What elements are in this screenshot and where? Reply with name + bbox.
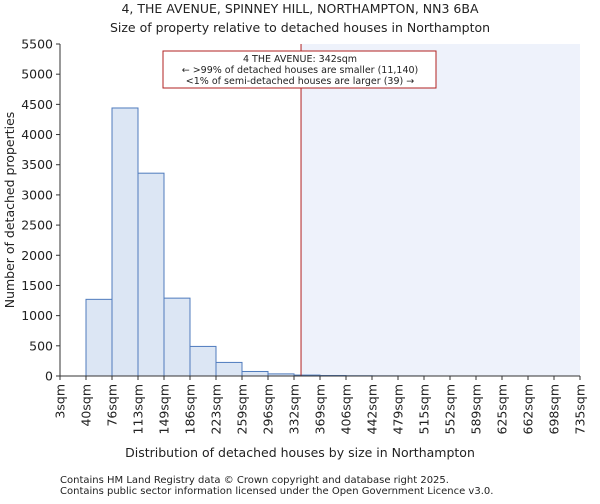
y-tick-label-2000: 2000	[21, 248, 53, 263]
y-tick-label-1000: 1000	[21, 308, 53, 323]
annotation-line-3: <1% of semi-detached houses are larger (…	[186, 76, 414, 87]
x-tick-label-113sqm: 113sqm	[131, 384, 146, 434]
x-tick-label-369sqm: 369sqm	[313, 384, 328, 434]
x-tick-label-332sqm: 332sqm	[287, 384, 302, 434]
y-tick-label-5500: 5500	[21, 37, 53, 52]
x-axis-label: Distribution of detached houses by size …	[125, 445, 475, 460]
bar-186sqm	[190, 346, 216, 376]
x-tick-label-406sqm: 406sqm	[339, 384, 354, 434]
chart-title: 4, THE AVENUE, SPINNEY HILL, NORTHAMPTON…	[121, 1, 478, 16]
footer-line-1: Contains HM Land Registry data © Crown c…	[60, 475, 449, 486]
annotation-box: 4 THE AVENUE: 342sqm ← >99% of detached …	[163, 51, 436, 88]
x-tick-label-40sqm: 40sqm	[79, 384, 94, 427]
y-tick-label-5000: 5000	[21, 67, 53, 82]
y-tick-label-0: 0	[45, 369, 53, 384]
x-tick-label-625sqm: 625sqm	[495, 384, 510, 434]
footer-line-2: Contains public sector information licen…	[60, 486, 493, 497]
bar-40sqm	[86, 299, 112, 376]
x-tick-label-735sqm: 735sqm	[573, 384, 588, 434]
bar-149sqm	[164, 298, 190, 376]
plot-area: 0 500 1000 1500 2000 2500 3000 3500 4000 4500 5000…	[21, 37, 587, 435]
y-tick-label-1500: 1500	[21, 278, 53, 293]
highlight-region	[301, 44, 580, 376]
x-tick-label-186sqm: 186sqm	[183, 384, 198, 434]
x-tick-label-296sqm: 296sqm	[261, 384, 276, 434]
y-axis-label: Number of detached properties	[2, 112, 17, 309]
x-tick-label-259sqm: 259sqm	[235, 384, 250, 434]
x-tick-label-552sqm: 552sqm	[443, 384, 458, 434]
bar-223sqm	[216, 362, 242, 376]
y-tick-label-4000: 4000	[21, 127, 53, 142]
x-tick-label-442sqm: 442sqm	[365, 384, 380, 434]
x-tick-label-479sqm: 479sqm	[391, 384, 406, 434]
x-tick-label-589sqm: 589sqm	[469, 384, 484, 434]
x-tick-label-662sqm: 662sqm	[521, 384, 536, 434]
x-tick-label-3sqm: 3sqm	[53, 384, 68, 419]
bar-113sqm	[138, 173, 164, 376]
x-tick-label-515sqm: 515sqm	[417, 384, 432, 434]
x-tick-label-76sqm: 76sqm	[105, 384, 120, 427]
annotation-line-2: ← >99% of detached houses are smaller (1…	[182, 65, 419, 76]
bar-76sqm	[112, 108, 138, 376]
y-tick-label-2500: 2500	[21, 218, 53, 233]
x-tick-label-223sqm: 223sqm	[209, 384, 224, 434]
y-tick-label-3500: 3500	[21, 157, 53, 172]
bar-259sqm	[242, 371, 268, 376]
annotation-line-1: 4 THE AVENUE: 342sqm	[243, 54, 357, 65]
y-tick-label-4500: 4500	[21, 97, 53, 112]
y-tick-label-500: 500	[29, 338, 53, 353]
x-tick-label-149sqm: 149sqm	[157, 384, 172, 434]
x-tick-label-698sqm: 698sqm	[547, 384, 562, 434]
chart-subtitle: Size of property relative to detached ho…	[110, 20, 490, 35]
y-tick-label-3000: 3000	[21, 187, 53, 202]
